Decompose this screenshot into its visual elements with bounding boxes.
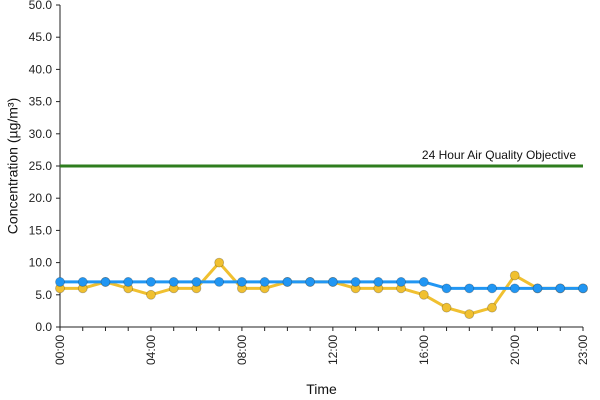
data-point	[327, 277, 338, 287]
series-2	[55, 277, 588, 294]
x-tick-label: 00:00	[53, 335, 67, 365]
data-point	[100, 277, 111, 287]
data-point	[305, 277, 316, 287]
data-point	[237, 277, 247, 287]
data-point	[464, 283, 475, 294]
data-point	[418, 277, 429, 287]
series-line	[60, 280, 583, 290]
data-point	[373, 277, 384, 287]
x-tick-label: 12:00	[326, 335, 340, 365]
y-tick-label: 15.0	[29, 223, 53, 237]
data-point	[282, 277, 293, 287]
data-point	[123, 277, 134, 287]
data-point	[214, 277, 225, 287]
data-point	[464, 309, 475, 320]
data-point	[509, 270, 520, 281]
data-point	[191, 277, 202, 287]
data-point	[168, 277, 179, 287]
y-tick-label: 40.0	[29, 62, 53, 76]
reference-line-label: 24 Hour Air Quality Objective	[422, 148, 576, 162]
data-point	[55, 277, 65, 287]
data-point	[532, 283, 543, 294]
y-axis-title: Concentration (µg/m³)	[5, 98, 21, 234]
data-point	[487, 283, 497, 294]
y-tick-label: 25.0	[29, 159, 53, 173]
data-point	[487, 302, 497, 313]
series-group	[55, 257, 588, 320]
y-tick-label: 10.0	[29, 256, 53, 270]
x-tick-label: 04:00	[144, 335, 158, 365]
data-point	[350, 277, 361, 287]
data-point	[214, 257, 225, 268]
data-point	[146, 289, 156, 300]
data-point	[441, 302, 452, 313]
x-tick-label: 20:00	[508, 335, 522, 365]
air-quality-objective-line: 24 Hour Air Quality Objective	[60, 148, 583, 168]
y-tick-label: 5.0	[35, 288, 52, 302]
y-tick-label: 50.0	[29, 0, 53, 12]
data-point	[578, 283, 588, 294]
data-point	[259, 277, 270, 287]
y-tick-label: 30.0	[29, 127, 53, 141]
y-tick-label: 45.0	[29, 30, 53, 44]
data-point	[146, 277, 156, 287]
data-point	[555, 283, 566, 294]
y-tick-label: 35.0	[29, 95, 53, 109]
y-axis-ticks: 0.0 5.0 10.0 15.0 20.0 25.0 30.0 35.0 40.0 45.0 50…	[29, 0, 60, 334]
x-tick-label: 16:00	[417, 335, 431, 365]
y-tick-label: 20.0	[29, 191, 53, 205]
data-point	[396, 277, 406, 287]
data-point	[509, 283, 520, 294]
x-tick-label: 23:00	[576, 335, 590, 365]
y-tick-label: 0.0	[35, 320, 52, 334]
data-point	[77, 277, 88, 287]
x-tick-label: 08:00	[235, 335, 249, 365]
data-point	[441, 283, 452, 294]
data-point	[418, 289, 429, 300]
x-axis-ticks: 00:00 04:00 08:00 12:00 16:00 20:00 23:00	[53, 327, 590, 365]
x-axis-title: Time	[306, 381, 337, 397]
